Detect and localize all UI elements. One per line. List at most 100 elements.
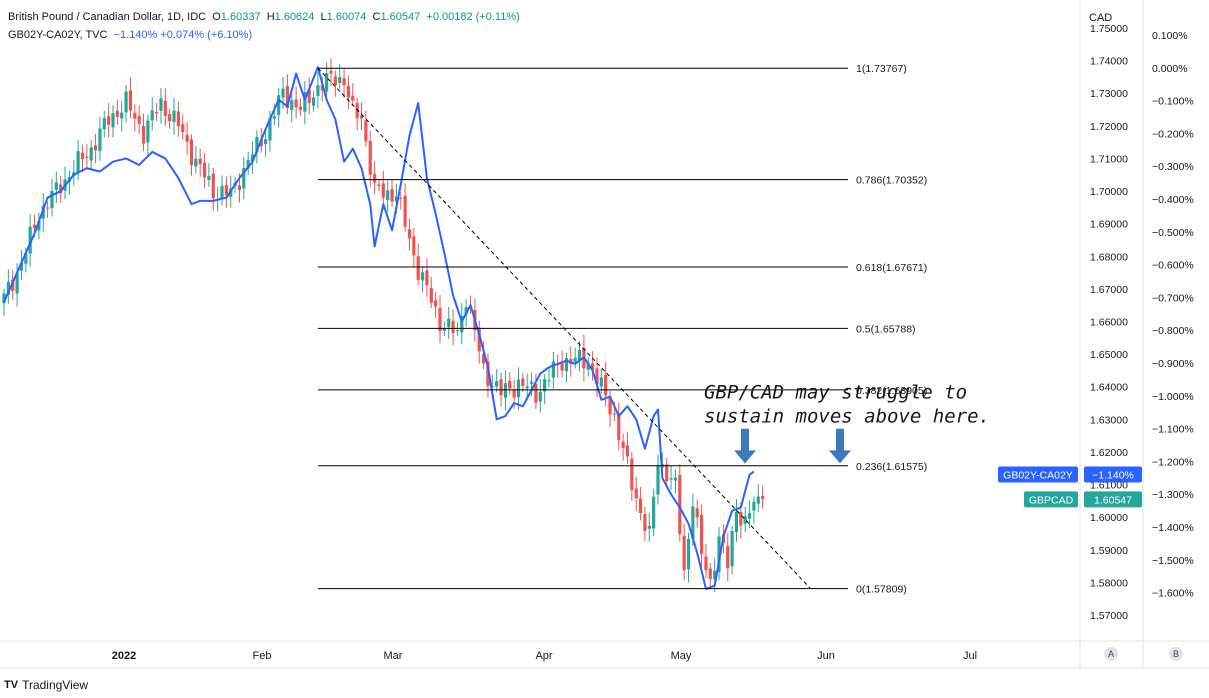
spread-tick-label: −0.300% bbox=[1152, 161, 1194, 173]
candle-down bbox=[185, 134, 189, 142]
close-value: 1.60547 bbox=[380, 11, 421, 23]
price-tick-label: 1.66000 bbox=[1090, 317, 1128, 329]
symbol-ohlc-header: British Pound / Canadian Dollar, 1D, IDC… bbox=[8, 11, 520, 23]
candle-down bbox=[512, 390, 516, 398]
candle-up bbox=[756, 496, 760, 504]
spread-line bbox=[3, 66, 755, 590]
candle-up bbox=[691, 506, 695, 539]
brand-label: TradingView bbox=[22, 678, 89, 692]
candle-down bbox=[425, 270, 429, 286]
candle-up bbox=[242, 168, 246, 189]
spread-badge-value: −1.140% bbox=[1092, 469, 1134, 481]
candle-down bbox=[80, 152, 85, 160]
candle-down bbox=[390, 188, 394, 202]
time-tick-label: May bbox=[671, 650, 692, 662]
scale-b-button[interactable]: B bbox=[1169, 647, 1183, 661]
candle-down bbox=[351, 95, 355, 101]
candle-down bbox=[617, 413, 621, 440]
spread-tick-label: −0.700% bbox=[1152, 292, 1194, 304]
candle-down bbox=[739, 512, 743, 526]
candle-down bbox=[107, 116, 111, 125]
spread-tick-label: −0.400% bbox=[1152, 194, 1194, 206]
price-tick-label: 1.57000 bbox=[1090, 610, 1128, 622]
candle-up bbox=[455, 330, 460, 332]
candle-up bbox=[447, 318, 451, 328]
candle-down bbox=[608, 397, 612, 415]
candle-up bbox=[747, 513, 752, 519]
price-tick-label: 1.75000 bbox=[1090, 23, 1128, 35]
gbpcad-badge-value: 1.60547 bbox=[1094, 494, 1132, 506]
candle-down bbox=[141, 126, 146, 144]
spread-tick-label: −0.600% bbox=[1152, 260, 1194, 272]
price-tick-label: 1.59000 bbox=[1090, 545, 1128, 557]
price-tick-label: 1.74000 bbox=[1090, 56, 1128, 68]
candle-down bbox=[307, 89, 311, 104]
candle-down bbox=[163, 100, 167, 116]
candle-down bbox=[115, 110, 119, 117]
candle-down bbox=[708, 568, 712, 579]
spread-tick-label: −0.800% bbox=[1152, 325, 1194, 337]
price-tick-label: 1.73000 bbox=[1090, 88, 1128, 100]
price-tick-label: 1.65000 bbox=[1090, 349, 1128, 361]
candle-up bbox=[111, 113, 115, 128]
candle-up bbox=[24, 253, 28, 264]
candle-down bbox=[59, 184, 63, 194]
candle-down bbox=[381, 183, 385, 198]
candle-down bbox=[416, 256, 420, 280]
candle-down bbox=[294, 99, 298, 108]
spread-tick-label: −0.200% bbox=[1152, 128, 1194, 140]
low-value: 1.60074 bbox=[326, 11, 367, 23]
spread-tick-label: −1.600% bbox=[1152, 588, 1194, 600]
candle-up bbox=[652, 496, 656, 529]
candle-down bbox=[155, 111, 159, 114]
candle-up bbox=[338, 77, 342, 84]
candle-up bbox=[250, 154, 255, 161]
candle-up bbox=[277, 95, 281, 115]
candle-down bbox=[429, 287, 433, 303]
price-tick-label: 1.68000 bbox=[1090, 251, 1128, 263]
price-tick-label: 1.64000 bbox=[1090, 382, 1128, 394]
high-value: 1.60624 bbox=[274, 11, 315, 23]
candle-down bbox=[477, 327, 481, 352]
candle-up bbox=[28, 226, 32, 254]
fib-level-label: 0.786(1.70352) bbox=[856, 175, 927, 187]
auto-scale-button[interactable]: A bbox=[1104, 647, 1118, 661]
spread-badge-value-bg bbox=[1084, 466, 1142, 483]
candle-up bbox=[19, 262, 24, 271]
price-tick-label: 1.67000 bbox=[1090, 284, 1128, 296]
candle-down bbox=[176, 111, 180, 127]
candle-down bbox=[403, 195, 407, 227]
candle-up bbox=[102, 118, 106, 130]
candle-down bbox=[612, 413, 616, 415]
candle-down bbox=[329, 70, 333, 74]
candle-up bbox=[516, 379, 521, 398]
candle-down bbox=[211, 173, 215, 199]
candle-up bbox=[264, 139, 268, 145]
time-tick-label: 2022 bbox=[112, 650, 136, 662]
candle-up bbox=[547, 380, 551, 382]
candle-down bbox=[364, 120, 368, 142]
candle-up bbox=[207, 176, 211, 180]
candle-up bbox=[76, 151, 80, 173]
candle-down bbox=[368, 140, 372, 175]
candle-down bbox=[46, 207, 50, 209]
candle-up bbox=[490, 385, 494, 387]
spread-tick-label: 0.100% bbox=[1152, 30, 1188, 42]
candle-down bbox=[346, 85, 351, 98]
candle-down bbox=[133, 112, 137, 119]
price-tick-label: 1.62000 bbox=[1090, 447, 1128, 459]
candle-up bbox=[564, 358, 569, 372]
candle-down bbox=[373, 173, 377, 183]
tradingview-logo[interactable]: TV TradingView bbox=[4, 678, 88, 692]
candle-down bbox=[638, 498, 643, 514]
candle-up bbox=[98, 128, 102, 151]
candle-down bbox=[137, 115, 141, 124]
spread-tick-label: −1.300% bbox=[1152, 489, 1194, 501]
candle-down bbox=[560, 363, 564, 371]
spread-tick-label: −1.200% bbox=[1152, 456, 1194, 468]
candle-up bbox=[647, 525, 651, 529]
candle-down bbox=[237, 185, 242, 191]
candle-down bbox=[189, 139, 194, 166]
candle-up bbox=[573, 357, 577, 363]
